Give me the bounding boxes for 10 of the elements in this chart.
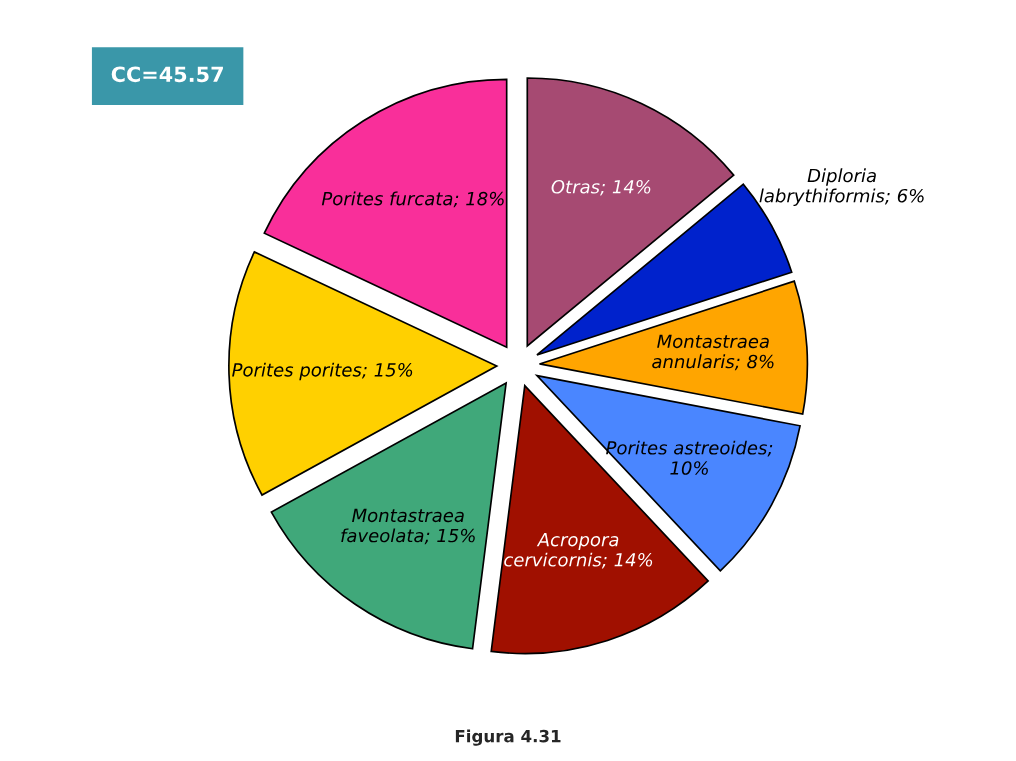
slice-label: Montastraea annularis; 8%	[652, 334, 774, 371]
slice-label: Acropora cervicornis; 14%	[504, 532, 653, 569]
slice-label: Porites porites; 15%	[232, 362, 413, 381]
text: Figura 4.31	[455, 729, 561, 746]
slice-label: Otras; 14%	[551, 179, 651, 196]
slice-label: Montastraea faveolata; 15%	[341, 508, 475, 545]
slice-label: Diploria labrythiformis; 6%	[759, 168, 924, 207]
slice-label: Porites astreoides; 10%	[606, 440, 773, 475]
text: CC=45.57	[111, 66, 223, 83]
slice-label: Porites furcata; 18%	[321, 191, 504, 208]
